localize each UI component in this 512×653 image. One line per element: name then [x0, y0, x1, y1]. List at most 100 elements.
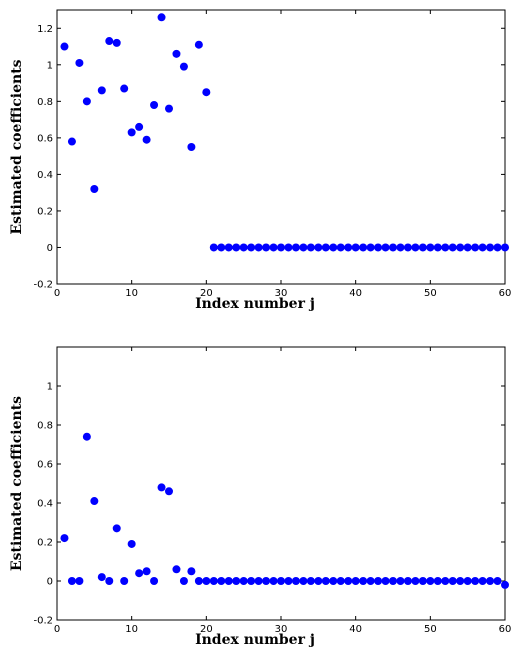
- x-tick-label: 20: [200, 624, 213, 635]
- x-tick-label: 40: [349, 288, 362, 299]
- data-point: [232, 577, 241, 585]
- data-point: [150, 577, 159, 585]
- data-point: [344, 577, 353, 585]
- data-point: [172, 49, 181, 58]
- data-point: [359, 243, 368, 252]
- data-point: [82, 432, 91, 441]
- data-point: [493, 577, 502, 585]
- data-point: [344, 243, 353, 252]
- data-point: [433, 243, 442, 252]
- y-tick-label: 0: [47, 243, 53, 254]
- data-point: [105, 577, 114, 585]
- x-tick-label: 30: [275, 624, 288, 635]
- data-point: [127, 539, 136, 548]
- data-point: [262, 243, 271, 252]
- data-point: [75, 577, 84, 585]
- data-point: [314, 243, 323, 252]
- data-point: [314, 577, 323, 585]
- y-tick-label: 0.2: [37, 538, 53, 549]
- data-point: [179, 577, 188, 585]
- data-point: [418, 243, 427, 252]
- data-point: [82, 97, 91, 106]
- data-point: [217, 577, 226, 585]
- x-tick-label: 10: [125, 288, 138, 299]
- data-point: [254, 243, 263, 252]
- data-point: [135, 569, 144, 578]
- data-point: [157, 13, 166, 22]
- data-point: [381, 243, 390, 252]
- data-point: [269, 243, 278, 252]
- data-point: [224, 577, 233, 585]
- data-point: [97, 573, 106, 582]
- data-point: [396, 577, 405, 585]
- data-point: [202, 88, 211, 97]
- data-point: [418, 577, 427, 585]
- x-tick-label: 0: [54, 288, 60, 299]
- data-point: [351, 577, 360, 585]
- x-tick-label: 10: [125, 624, 138, 635]
- data-point: [366, 243, 375, 252]
- y-axis-label: Estimated coefficients: [9, 396, 25, 571]
- data-point: [396, 243, 405, 252]
- y-tick-label: 1: [47, 60, 53, 71]
- data-point: [493, 243, 502, 252]
- y-tick-label: 0.6: [37, 460, 53, 471]
- data-point: [366, 577, 375, 585]
- data-point: [291, 243, 300, 252]
- data-point: [478, 243, 487, 252]
- data-point: [90, 185, 99, 194]
- data-point: [269, 577, 278, 585]
- data-point: [321, 577, 330, 585]
- data-point: [336, 243, 345, 252]
- y-tick-label: 0.8: [37, 97, 53, 108]
- data-point: [187, 143, 196, 151]
- data-point: [67, 577, 76, 585]
- data-point: [456, 243, 465, 252]
- data-point: [441, 243, 450, 252]
- data-point: [329, 577, 338, 585]
- x-tick-label: 60: [499, 288, 512, 299]
- data-point: [448, 577, 457, 585]
- data-point: [471, 577, 480, 585]
- plot-frame: [56, 9, 506, 285]
- data-point: [120, 577, 129, 585]
- data-point: [486, 243, 495, 252]
- data-point: [112, 38, 121, 47]
- x-axis-label: Index number j: [195, 296, 315, 312]
- y-tick-label: -0.2: [33, 616, 53, 627]
- data-point: [389, 243, 397, 252]
- data-point: [299, 577, 308, 585]
- data-point: [456, 577, 465, 585]
- data-point: [127, 128, 136, 137]
- x-tick-label: 40: [349, 624, 362, 635]
- data-point: [463, 243, 472, 252]
- data-point: [232, 243, 241, 252]
- data-point: [60, 534, 69, 543]
- y-axis-label: Estimated coefficients: [9, 59, 25, 234]
- data-point: [157, 483, 166, 492]
- data-point: [90, 497, 99, 506]
- y-tick-label: 0.4: [37, 170, 53, 181]
- y-tick-label: 1: [47, 382, 53, 393]
- data-point: [224, 243, 233, 252]
- data-point: [142, 567, 151, 576]
- data-point: [142, 135, 151, 144]
- x-tick-label: 20: [200, 288, 213, 299]
- data-point: [209, 577, 218, 585]
- data-point: [374, 243, 383, 252]
- data-point: [194, 577, 203, 585]
- data-point: [501, 580, 509, 589]
- data-point: [306, 243, 315, 252]
- data-point: [172, 565, 181, 574]
- data-point: [262, 577, 271, 585]
- data-point: [179, 62, 188, 71]
- data-point: [239, 577, 248, 585]
- data-point: [254, 577, 263, 585]
- data-point: [359, 577, 368, 585]
- data-point: [433, 577, 442, 585]
- data-point: [165, 104, 173, 113]
- y-tick-label: 0.8: [37, 421, 53, 432]
- data-point: [247, 577, 256, 585]
